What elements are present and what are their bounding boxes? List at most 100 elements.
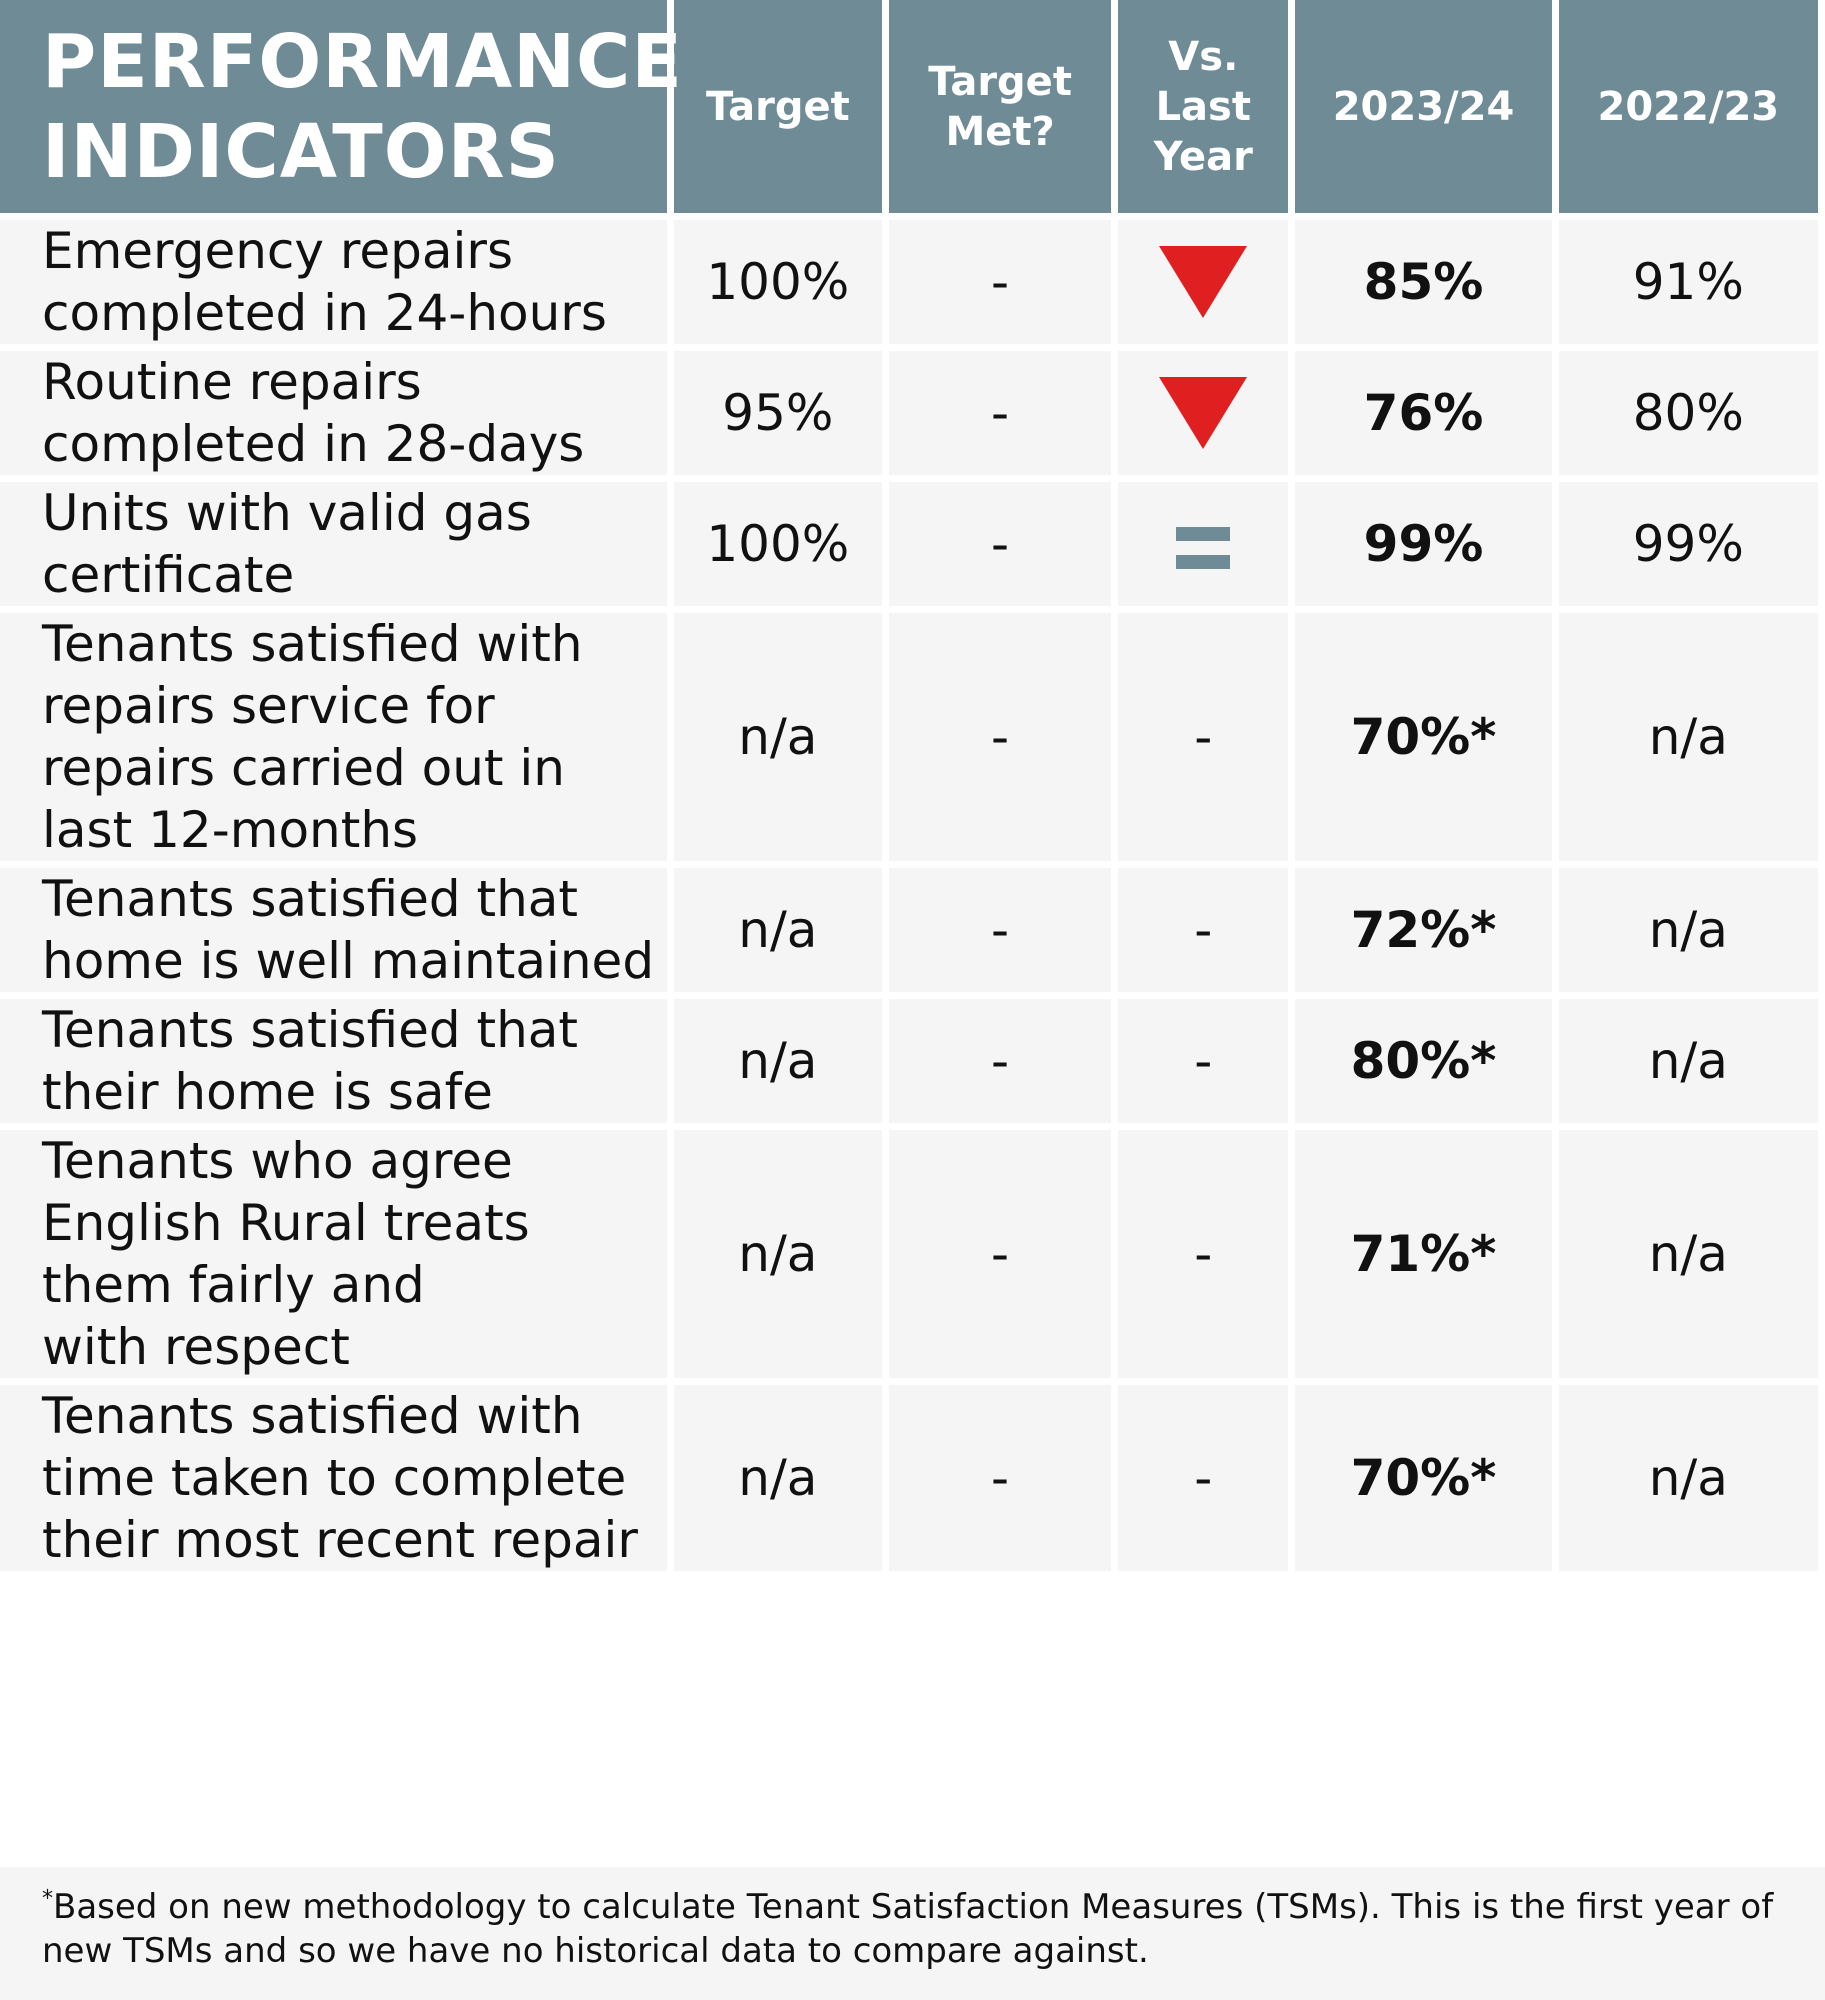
- current-year-value: 72%*: [1295, 868, 1552, 992]
- indicator-label-line: Tenants satisfied that: [42, 870, 579, 928]
- indicator-label-line: certificate: [42, 546, 295, 604]
- performance-indicators-table-wrap: PERFORMANCE INDICATORS Target Target Met…: [0, 0, 1818, 1571]
- target-cell: n/a: [673, 1385, 882, 1571]
- indicator-label-line: repairs carried out in: [42, 739, 565, 797]
- previous-year-value: n/a: [1558, 1130, 1818, 1378]
- header-row: PERFORMANCE INDICATORS Target Target Met…: [0, 0, 1818, 213]
- target-met-cell: -: [888, 1130, 1112, 1378]
- previous-year-value: n/a: [1558, 999, 1818, 1123]
- target-met-cell: -: [888, 351, 1112, 475]
- column-header-vs-line-3: Year: [1153, 133, 1253, 180]
- current-year-value: 76%: [1295, 351, 1552, 475]
- current-year-value: 99%: [1295, 482, 1552, 606]
- indicator-label-line: Tenants satisfied with: [42, 615, 583, 673]
- current-year-value: 71%*: [1295, 1130, 1552, 1378]
- column-header-2022-23: 2022/23: [1558, 0, 1818, 213]
- down-arrow-icon: [1159, 246, 1248, 318]
- indicator-label-line: their most recent repair: [42, 1511, 638, 1569]
- column-header-target-met-line-2: Met?: [945, 108, 1055, 155]
- indicator-label: Tenants satisfied that their home is safe: [0, 999, 667, 1123]
- table-title: PERFORMANCE INDICATORS: [0, 0, 682, 213]
- current-year-value: 70%*: [1295, 613, 1552, 861]
- indicator-label-line: English Rural treats: [42, 1194, 530, 1252]
- target-cell: 100%: [673, 220, 882, 344]
- target-met-cell: -: [888, 868, 1112, 992]
- indicator-label-line: Emergency repairs: [42, 222, 513, 280]
- table-title-line-1: PERFORMANCE: [42, 18, 683, 105]
- table-row: Units with valid gas certificate 100% -99% 9…: [0, 482, 1818, 606]
- column-header-2023-24: 2023/24: [1295, 0, 1552, 213]
- current-year-value: 85%: [1295, 220, 1552, 344]
- previous-year-value: n/a: [1558, 1385, 1818, 1571]
- previous-year-value: n/a: [1558, 868, 1818, 992]
- footnote-marker: *: [42, 1886, 53, 1912]
- vs-last-year-cell: -: [1118, 1385, 1289, 1571]
- target-met-cell: -: [888, 1385, 1112, 1571]
- table-body: Emergency repairs completed in 24-hours 10…: [0, 220, 1818, 1571]
- table-row: Tenants satisfied with time taken to comp…: [0, 1385, 1818, 1571]
- target-cell: 100%: [673, 482, 882, 606]
- target-met-cell: -: [888, 613, 1112, 861]
- indicator-label-line: their home is safe: [42, 1063, 493, 1121]
- column-header-target-met: Target Met?: [888, 0, 1112, 213]
- vs-last-year-cell: [1118, 220, 1289, 344]
- down-arrow-icon: [1159, 377, 1248, 449]
- indicator-label: Units with valid gas certificate: [0, 482, 667, 606]
- indicator-label: Tenants who agree English Rural treats the…: [0, 1130, 667, 1378]
- current-year-value: 80%*: [1295, 999, 1552, 1123]
- target-cell: n/a: [673, 613, 882, 861]
- table-row: Emergency repairs completed in 24-hours 10…: [0, 220, 1818, 344]
- indicator-label-line: Tenants satisfied with: [42, 1387, 583, 1445]
- target-cell: n/a: [673, 868, 882, 992]
- indicator-label-line: completed in 24-hours: [42, 284, 607, 342]
- indicator-label-line: last 12-months: [42, 801, 419, 859]
- table-row: Tenants satisfied that their home is safe…: [0, 999, 1818, 1123]
- target-cell: n/a: [673, 999, 882, 1123]
- footnote-text: Based on new methodology to calculate Te…: [42, 1887, 1774, 1971]
- vs-last-year-cell: -: [1118, 868, 1289, 992]
- target-met-cell: -: [888, 482, 1112, 606]
- table-row: Tenants satisfied that home is well maint…: [0, 868, 1818, 992]
- indicator-label: Tenants satisfied with time taken to comp…: [0, 1385, 667, 1571]
- column-header-vs-line-2: Last: [1155, 83, 1251, 130]
- target-cell: 95%: [673, 351, 882, 475]
- previous-year-value: 91%: [1558, 220, 1818, 344]
- target-met-cell: -: [888, 999, 1112, 1123]
- vs-last-year-cell: -: [1118, 999, 1289, 1123]
- vs-last-year-cell: [1118, 482, 1289, 606]
- indicator-label-line: Units with valid gas: [42, 484, 532, 542]
- indicator-label: Tenants satisfied with repairs service fo…: [0, 613, 667, 861]
- previous-year-value: n/a: [1558, 613, 1818, 861]
- vs-last-year-cell: -: [1118, 613, 1289, 861]
- indicator-label-line: Tenants satisfied that: [42, 1001, 579, 1059]
- indicator-label-line: with respect: [42, 1318, 350, 1376]
- indicator-label: Routine repairs completed in 28-days: [0, 351, 667, 475]
- target-met-cell: -: [888, 220, 1112, 344]
- indicator-label-line: repairs service for: [42, 677, 495, 735]
- indicator-label-line: Routine repairs: [42, 353, 422, 411]
- previous-year-value: 99%: [1558, 482, 1818, 606]
- indicator-label-line: them fairly and: [42, 1256, 425, 1314]
- target-cell: n/a: [673, 1130, 882, 1378]
- vs-last-year-cell: [1118, 351, 1289, 475]
- column-header-vs-line-1: Vs.: [1168, 33, 1239, 80]
- indicator-label: Emergency repairs completed in 24-hours: [0, 220, 667, 344]
- performance-indicators-table: PERFORMANCE INDICATORS Target Target Met…: [0, 0, 1818, 1571]
- indicator-label-line: home is well maintained: [42, 932, 655, 990]
- table-row: Tenants satisfied with repairs service fo…: [0, 613, 1818, 861]
- equal-icon: [1176, 526, 1231, 569]
- column-header-target: Target: [673, 0, 882, 213]
- vs-last-year-cell: -: [1118, 1130, 1289, 1378]
- column-header-target-met-line-1: Target: [928, 58, 1072, 105]
- current-year-value: 70%*: [1295, 1385, 1552, 1571]
- indicator-label: Tenants satisfied that home is well maint…: [0, 868, 667, 992]
- indicator-label-line: completed in 28-days: [42, 415, 585, 473]
- table-row: Routine repairs completed in 28-days 95% -7…: [0, 351, 1818, 475]
- table-row: Tenants who agree English Rural treats the…: [0, 1130, 1818, 1378]
- indicator-label-line: Tenants who agree: [42, 1132, 513, 1190]
- indicator-label-line: time taken to complete: [42, 1449, 627, 1507]
- table-title-line-2: INDICATORS: [42, 108, 560, 195]
- previous-year-value: 80%: [1558, 351, 1818, 475]
- column-header-vs-last-year: Vs. Last Year: [1118, 0, 1289, 213]
- footnote: *Based on new methodology to calculate T…: [0, 1867, 1825, 2000]
